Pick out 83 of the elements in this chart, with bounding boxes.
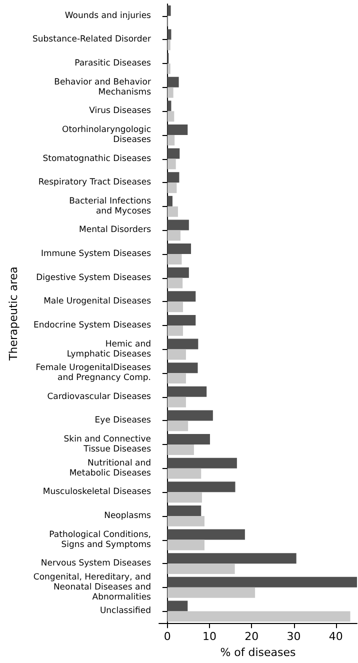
y-tick-label: Wounds and injuries: [64, 10, 152, 21]
y-tick-label: Pathological Conditions, Signs and Symptoms: [49, 530, 152, 550]
y-tick-label: Endocrine System Diseases: [34, 320, 152, 330]
bar: [167, 100, 172, 112]
bar: [167, 302, 184, 312]
bar: [167, 230, 180, 241]
bar: [167, 482, 236, 492]
bar: [167, 611, 350, 622]
bar: [167, 76, 179, 88]
y-axis-title: Therapeutic area: [7, 266, 20, 362]
bar: [167, 492, 202, 503]
y-tick-label: Musculoskeletal Diseases: [42, 487, 152, 498]
bar: [167, 254, 182, 264]
y-tick-label: Mental Disorders: [79, 225, 152, 236]
bar: [167, 516, 204, 526]
bar: [167, 434, 210, 445]
bar: [167, 564, 235, 574]
y-tick-label: Female UrogenitalDiseases and Pregnancy Comp.: [36, 363, 152, 384]
bar: [167, 278, 183, 288]
bar: [167, 338, 198, 350]
bar: [167, 182, 177, 194]
bar: [167, 87, 174, 98]
x-tick-label: 30: [286, 630, 301, 644]
bar: [167, 5, 171, 16]
x-tick-label: 40: [328, 630, 343, 644]
y-tick-label: Parasitic Diseases: [74, 58, 152, 69]
bar: [167, 458, 237, 468]
y-tick-label: Hemic and Lymphatic Diseases: [66, 339, 152, 360]
bar: [167, 529, 245, 540]
y-tick-label: Substance-Related Disorder: [32, 34, 152, 45]
bar: [167, 444, 194, 455]
bar: [167, 386, 207, 397]
x-tick-label: 10: [202, 630, 217, 644]
bar: [167, 349, 186, 360]
bar: [167, 64, 170, 74]
bar: [167, 220, 189, 230]
bar: [167, 587, 256, 598]
bar: [167, 410, 213, 421]
y-tick-label: Respiratory Tract Diseases: [38, 178, 152, 188]
y-tick-label: Behavior and Behavior Mechanisms: [54, 77, 152, 98]
y-tick-label: Bacterial Infections and Mycoses: [69, 196, 152, 216]
bar: [167, 576, 357, 588]
bar: [167, 40, 170, 50]
bar: [167, 111, 174, 122]
y-tick-label: Neoplasms: [104, 510, 152, 521]
bar: [167, 29, 172, 40]
bar: [167, 314, 196, 326]
y-tick-label: Nutritional and Metabolic Diseases: [69, 458, 152, 478]
x-axis-title: % of diseases: [220, 646, 296, 659]
y-tick-label: Stomatognathic Diseases: [42, 154, 152, 164]
bar: [167, 362, 198, 374]
bar: [167, 158, 176, 170]
bar: [167, 172, 180, 183]
bar: [167, 206, 178, 217]
bar: [167, 196, 172, 206]
bar: [167, 148, 180, 159]
x-tick-label: 0: [164, 630, 171, 644]
bar: [167, 540, 204, 550]
y-tick-label: Digestive System Diseases: [36, 272, 152, 283]
bar: [167, 373, 186, 384]
bar: [167, 505, 202, 516]
y-tick-label: Unclassified: [100, 606, 151, 616]
y-tick-label: Virus Diseases: [89, 106, 152, 116]
bar: [167, 420, 188, 432]
y-tick-label: Male Urogenital Diseases: [44, 296, 152, 307]
bar: [167, 244, 192, 254]
bar: [167, 468, 202, 479]
bar: [167, 325, 184, 336]
y-tick-label: Otorhinolaryngologic Diseases: [62, 124, 152, 145]
bar: [167, 124, 188, 135]
y-tick-label: Nervous System Diseases: [40, 558, 152, 569]
y-tick-label: Eye Diseases: [94, 416, 152, 426]
bar: [167, 553, 296, 564]
bar: [167, 396, 186, 408]
y-tick-label: Congenital, Hereditary, and Neonatal Diseases and Abnormalities: [33, 572, 152, 602]
bar: [167, 134, 175, 146]
bar: [167, 267, 189, 278]
y-tick-label: Cardiovascular Diseases: [47, 392, 152, 402]
bar: [167, 291, 196, 302]
bar: [167, 600, 188, 612]
x-tick-label: 20: [244, 630, 259, 644]
y-tick-label: Immune System Diseases: [40, 249, 152, 260]
y-tick-label: Skin and Connective Tissue Diseases: [64, 434, 152, 455]
